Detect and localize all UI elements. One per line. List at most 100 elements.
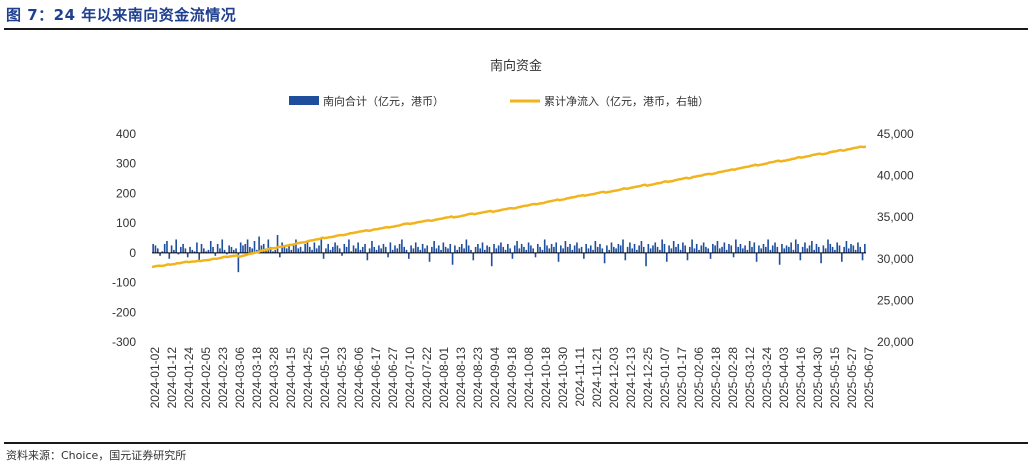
- bar: [689, 246, 691, 253]
- bar: [203, 248, 205, 253]
- legend: 南向合计（亿元，港币） 累计净流入（亿元，港币，右轴）: [289, 94, 709, 108]
- bar: [661, 239, 663, 253]
- bar: [352, 245, 355, 253]
- left-tick-label: -100: [112, 276, 136, 290]
- x-tick-label: 2024-06-27: [386, 347, 400, 409]
- bar: [836, 242, 839, 253]
- bar: [622, 239, 624, 253]
- x-tick-label: 2024-01-02: [148, 347, 162, 409]
- bar: [573, 245, 576, 253]
- bar: [744, 245, 746, 253]
- bar: [850, 243, 852, 253]
- bar: [668, 245, 670, 253]
- bar: [426, 245, 429, 253]
- bar: [659, 249, 661, 253]
- bar: [585, 243, 587, 253]
- bar: [417, 246, 419, 253]
- bar: [608, 249, 610, 253]
- x-tick-label: 2024-01-24: [182, 347, 196, 409]
- bar: [691, 239, 693, 253]
- title-rule: [4, 28, 1028, 30]
- bar: [693, 248, 696, 253]
- bar: [806, 248, 809, 253]
- bar: [532, 248, 534, 253]
- bar: [288, 243, 290, 253]
- x-tick-label: 2024-06-17: [369, 347, 383, 409]
- x-tick-label: 2024-04-15: [284, 347, 298, 409]
- bar: [583, 252, 585, 259]
- bar: [361, 246, 364, 253]
- bar: [566, 246, 569, 253]
- right-axis: 45,000 40,000 35,000 30,000 25,000 20,000: [877, 127, 914, 349]
- bar: [221, 239, 224, 253]
- bar: [232, 249, 235, 253]
- bar: [159, 252, 161, 256]
- bar: [299, 246, 302, 253]
- bar: [260, 245, 263, 253]
- x-tick-label: 2024-12-13: [624, 347, 638, 409]
- bar: [760, 248, 763, 253]
- bar: [580, 246, 583, 253]
- x-tick-label: 2025-02-06: [692, 347, 706, 409]
- right-tick-label: 40,000: [877, 169, 914, 183]
- bar: [435, 248, 438, 253]
- bar: [721, 246, 723, 253]
- x-tick-label: 2025-04-30: [811, 347, 825, 409]
- bar: [295, 239, 297, 253]
- bar: [790, 242, 792, 253]
- bar: [387, 252, 389, 258]
- bar: [737, 246, 739, 253]
- bar: [527, 242, 530, 253]
- bar-series: [152, 235, 866, 273]
- right-tick-label: 45,000: [877, 127, 914, 141]
- x-tick-label: 2025-05-27: [845, 347, 859, 409]
- bar: [771, 245, 774, 253]
- bar: [672, 240, 675, 253]
- bar: [824, 248, 827, 253]
- bar: [447, 248, 449, 253]
- bar: [456, 249, 458, 253]
- legend-bar-label: 南向合计（亿元，港币）: [323, 94, 444, 108]
- bar: [652, 245, 654, 253]
- x-tick-label: 2024-08-23: [471, 347, 485, 409]
- x-tick-label: 2025-01-07: [658, 347, 672, 409]
- bar: [463, 248, 465, 253]
- bar: [562, 248, 564, 253]
- bar: [794, 239, 797, 253]
- x-tick-label: 2025-03-12: [743, 347, 757, 409]
- bar: [334, 242, 336, 253]
- bar: [325, 248, 327, 253]
- bar: [460, 243, 463, 253]
- bar: [403, 246, 406, 253]
- x-tick-label: 2024-02-05: [199, 347, 213, 409]
- bar: [606, 245, 608, 253]
- bar: [200, 243, 203, 253]
- bar: [357, 242, 359, 253]
- left-tick-label: -200: [112, 305, 136, 319]
- bar: [534, 252, 537, 258]
- bar: [707, 248, 710, 253]
- left-tick-label: 100: [116, 216, 136, 230]
- bar: [500, 242, 502, 253]
- bar: [612, 246, 615, 253]
- bar: [495, 248, 498, 253]
- bar: [631, 248, 634, 253]
- bar: [762, 243, 765, 253]
- x-tick-label: 2024-01-12: [165, 347, 179, 409]
- bar: [364, 243, 366, 253]
- bar: [302, 251, 304, 253]
- bar: [262, 243, 265, 253]
- x-tick-label: 2024-11-21: [590, 347, 604, 408]
- bar: [313, 242, 316, 253]
- bar: [394, 245, 396, 253]
- bar: [596, 246, 599, 253]
- bar: [550, 243, 553, 253]
- bar: [624, 252, 627, 261]
- bar: [633, 243, 636, 253]
- bar: [778, 252, 781, 265]
- bar: [345, 246, 348, 253]
- bar: [739, 243, 742, 253]
- bar: [329, 249, 332, 253]
- bar: [368, 248, 371, 253]
- bar: [513, 245, 516, 253]
